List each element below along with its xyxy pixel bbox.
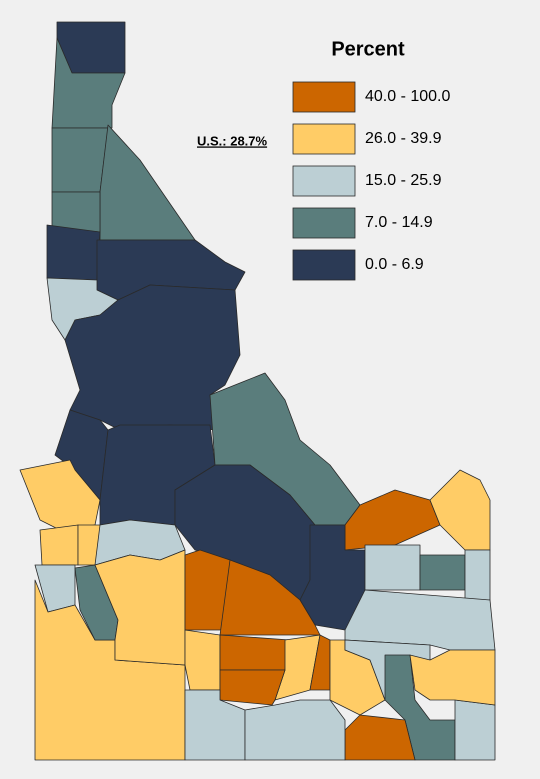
county [409,649,496,706]
county [219,634,291,671]
county [454,699,496,761]
legend-title: Percent [331,38,405,60]
county [99,124,196,241]
legend: 40.0 - 100.0 26.0 - 39.9 15.0 - 25.9 7.0 - … [292,81,451,281]
county [219,669,286,706]
legend-swatch [292,165,356,197]
county [51,127,109,193]
county [429,469,491,551]
legend-swatch [292,207,356,239]
legend-swatch [292,81,356,113]
county [344,714,416,761]
legend-label: 40.0 - 100.0 [365,88,451,105]
county [464,549,491,601]
us-note: U.S.: 28.7% [197,133,268,148]
county [19,459,101,531]
county [364,544,421,591]
county [184,629,221,691]
legend-label: 7.0 - 14.9 [365,214,433,231]
county [46,224,101,281]
county [244,699,346,761]
county [344,489,441,551]
county [39,524,79,566]
legend-label: 0.0 - 6.9 [365,256,424,273]
county [344,589,496,651]
legend-swatch [292,249,356,281]
legend-label: 15.0 - 25.9 [365,172,442,189]
county [51,191,101,233]
county [419,554,466,591]
legend-swatch [292,123,356,155]
legend-label: 26.0 - 39.9 [365,130,442,147]
county [274,634,321,701]
idaho-counties [19,21,496,761]
